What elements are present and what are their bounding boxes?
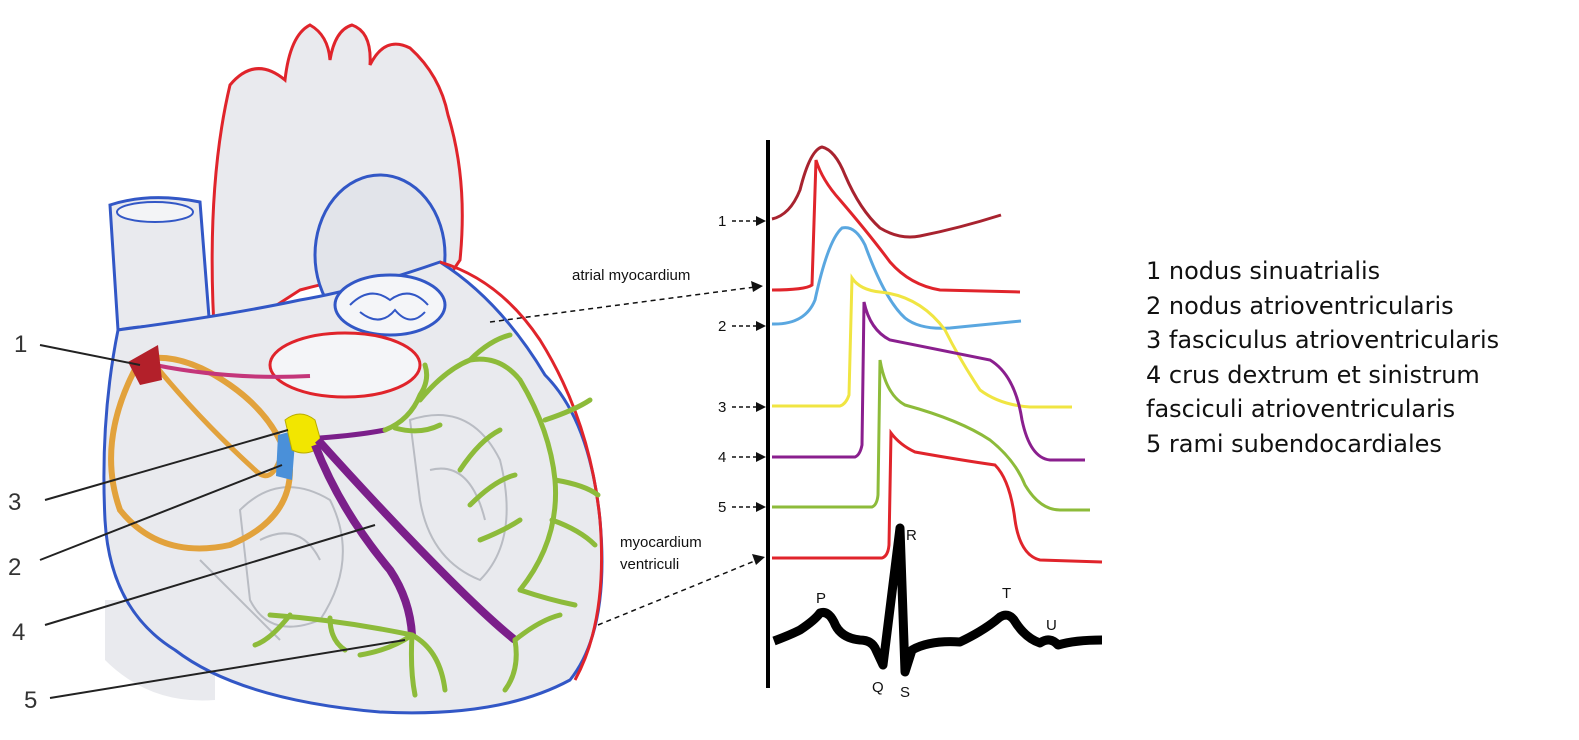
heart-number-labels: 1 3 2 4 5 (8, 331, 37, 714)
vena-cava-opening (116, 201, 194, 223)
sa-node (128, 345, 162, 385)
legend-item-2: 2 nodus atrioventricularis (1146, 291, 1454, 320)
heart-illustration (39, 23, 604, 715)
atrial-arrowhead (751, 281, 763, 292)
ecg-label-t: T (1002, 585, 1011, 602)
purkinje-fibers (252, 332, 601, 698)
heart-body (102, 260, 604, 715)
trace-marker-4: 4 (718, 449, 726, 466)
heart-label-4: 4 (12, 619, 25, 646)
bundle-branch-left (315, 437, 518, 644)
legend-item-1: 1 nodus sinuatrialis (1146, 257, 1381, 285)
legend: 1 nodus sinuatrialis 2 nodus atrioventri… (1146, 254, 1576, 461)
bundle-branch-right (311, 443, 416, 636)
region-annotations: atrial myocardium myocardium ventriculi (489, 267, 765, 626)
trace-markers: 1 2 3 4 5 (718, 213, 766, 516)
right-border (439, 260, 604, 681)
trace-marker-3: 3 (718, 399, 726, 416)
trace-his-bundle (772, 273, 1072, 409)
ecg-label-r: R (906, 527, 917, 544)
action-potential-panel: 1 2 3 4 5 P Q R (718, 140, 1103, 701)
heart-label-5: 5 (24, 687, 37, 714)
myocardium-ventriculi-label-2: ventriculi (620, 556, 679, 573)
trace-sa-node (771, 145, 1002, 239)
trace-ventricular-myocardium (772, 428, 1103, 564)
trace-marker-1: 1 (718, 213, 726, 230)
ecg-label-q: Q (872, 679, 884, 696)
trace-marker-2: 2 (718, 318, 726, 335)
pulmonary-valve-cusps (349, 292, 429, 321)
ecg-label-s: S (900, 684, 910, 701)
atrial-arrow (489, 286, 756, 323)
ventricle-arrow (597, 559, 758, 626)
pulmonary-valve (333, 273, 447, 337)
trace-purkinje (772, 359, 1090, 512)
ecg-label-p: P (816, 590, 826, 607)
atrial-myocardium-label: atrial myocardium (572, 267, 690, 284)
myocardium-ventriculi-label-1: myocardium (620, 534, 702, 551)
legend-item-3: 3 fasciculus atrioventricularis (1146, 326, 1500, 354)
heart-label-2: 2 (8, 554, 21, 581)
aortic-valve (268, 331, 422, 399)
legend-item-4: 4 crus dextrum et sinistrum (1146, 360, 1480, 389)
trace-marker-5: 5 (718, 499, 726, 516)
ecg-trace (772, 523, 1103, 677)
ventricle-arrowhead (752, 554, 765, 565)
legend-item-5: 5 rami subendocardiales (1146, 429, 1442, 458)
trace-bundle-branches (772, 301, 1085, 462)
trace-atrial-myocardium (771, 159, 1021, 294)
legend-item-4-continued: fasciculi atrioventricularis (1146, 395, 1456, 423)
bundle-branch-upper (319, 427, 386, 441)
internodal-ring (108, 354, 294, 552)
bachmann-bundle (154, 363, 311, 379)
heart-label-3: 3 (8, 489, 21, 516)
heart-label-1: 1 (14, 331, 27, 358)
pointer-lines (39, 344, 406, 699)
trace-av-node (771, 226, 1022, 330)
ecg-label-u: U (1046, 617, 1057, 634)
ecg-wave-labels: P Q R S T U (816, 527, 1057, 701)
